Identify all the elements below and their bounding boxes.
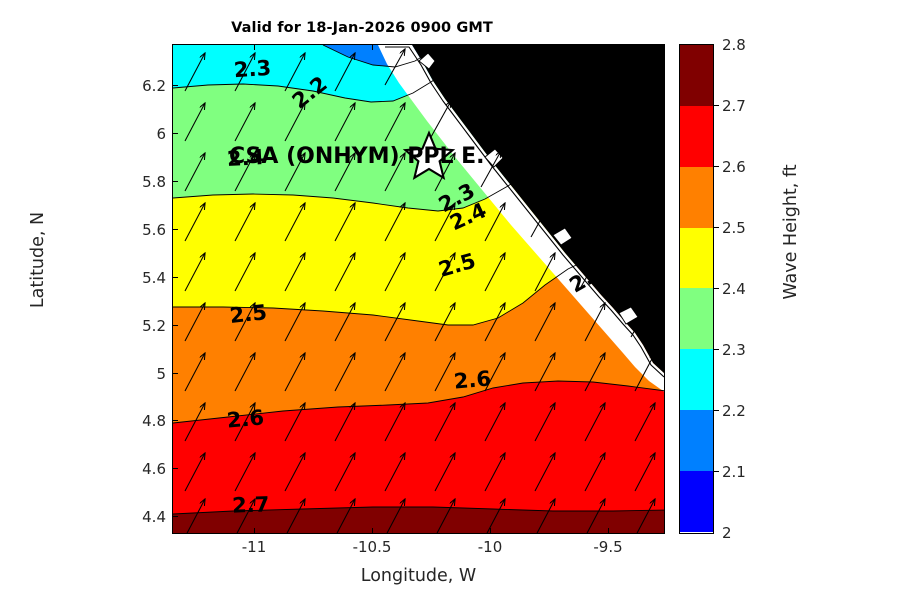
y-tick-label: 5.8: [142, 173, 166, 191]
x-axis-label: Longitude, W: [360, 566, 477, 586]
colorbar-tick: [714, 410, 719, 412]
colorbar-tick-label: 2.7: [722, 97, 746, 115]
x-tick-label: -10.5: [352, 538, 392, 556]
x-tick-label: -10: [477, 538, 503, 556]
colorbar-tick-label: 2.3: [722, 341, 746, 359]
contour-label: 2.3: [233, 56, 272, 83]
station-label: CSA (ONHYM) PPL E.: [229, 144, 485, 169]
y-tick-label: 6: [156, 125, 166, 143]
y-tick-label: 4.8: [142, 412, 166, 430]
y-tick: [172, 468, 178, 470]
y-tick: [172, 277, 178, 279]
x-tick-top: [608, 44, 610, 50]
colorbar-band: [680, 470, 713, 532]
y-tick: [172, 325, 178, 327]
colorbar-tick-label: 2.4: [722, 280, 746, 298]
y-tick-label: 6.2: [142, 77, 166, 95]
x-tick-top: [490, 44, 492, 50]
page-title: Valid for 18-Jan-2026 0900 GMT: [231, 20, 493, 36]
y-tick-label: 5.6: [142, 221, 166, 239]
colorbar-tick: [714, 471, 719, 473]
x-tick-label: -9.5: [593, 538, 623, 556]
y-tick: [172, 516, 178, 518]
colorbar-tick-label: 2.5: [722, 219, 746, 237]
colorbar-band: [680, 227, 713, 289]
contour-label: 2.6: [226, 405, 265, 432]
contour-plot-svg: 2.3 2.2 2.4 2.3 2.4 2.5 2.3 2.5 2.6 2.6 …: [173, 45, 664, 533]
landmass-polygon: [412, 45, 664, 374]
contour-plot-area[interactable]: 2.3 2.2 2.4 2.3 2.4 2.5 2.3 2.5 2.6 2.6 …: [172, 44, 665, 534]
colorbar[interactable]: [679, 44, 714, 534]
contour-label: 2.5: [229, 300, 269, 328]
colorbar-band: [680, 45, 713, 106]
y-tick: [172, 420, 178, 422]
x-tick-label: -11: [241, 538, 267, 556]
colorbar-tick: [714, 227, 719, 229]
y-tick: [172, 133, 178, 135]
colorbar-band: [680, 410, 713, 471]
colorbar-band: [680, 288, 713, 350]
x-tick: [490, 528, 492, 534]
contour-lines: [173, 45, 664, 515]
colorbar-tick: [714, 105, 719, 107]
contour-label: 2.4: [226, 145, 264, 171]
colorbar-tick-label: 2.8: [722, 36, 746, 54]
x-tick-top: [254, 44, 256, 50]
y-axis-label: Latitude, N: [28, 211, 48, 309]
y-tick: [172, 181, 178, 183]
colorbar-label: Wave Height, ft: [781, 164, 801, 300]
colorbar-tick: [714, 288, 719, 290]
colorbar-band: [680, 105, 713, 167]
y-tick-label: 5: [156, 365, 166, 383]
y-tick-label: 4.4: [142, 508, 166, 526]
colorbar-tick: [714, 166, 719, 168]
contour-label: 2.6: [453, 366, 492, 393]
colorbar-tick-label: 2: [722, 524, 732, 542]
colorbar-band: [680, 349, 713, 411]
colorbar-tick-label: 2.2: [722, 402, 746, 420]
x-tick: [372, 528, 374, 534]
star-marker[interactable]: [402, 130, 456, 180]
x-tick: [254, 528, 256, 534]
station-group[interactable]: CSA (ONHYM) PPL E.: [229, 130, 485, 180]
colorbar-tick-label: 2.1: [722, 463, 746, 481]
y-tick-label: 5.4: [142, 269, 166, 287]
contour-label: 2.7: [232, 492, 270, 517]
x-tick-top: [372, 44, 374, 50]
x-tick: [608, 528, 610, 534]
y-tick-label: 5.2: [142, 317, 166, 335]
y-tick: [172, 229, 178, 231]
wave-direction-quiver: [184, 49, 655, 533]
colorbar-tick-label: 2.6: [722, 158, 746, 176]
colorbar-tick: [714, 349, 719, 351]
colorbar-band: [680, 166, 713, 228]
y-tick-label: 4.6: [142, 460, 166, 478]
y-tick: [172, 373, 178, 375]
y-tick: [172, 85, 178, 87]
